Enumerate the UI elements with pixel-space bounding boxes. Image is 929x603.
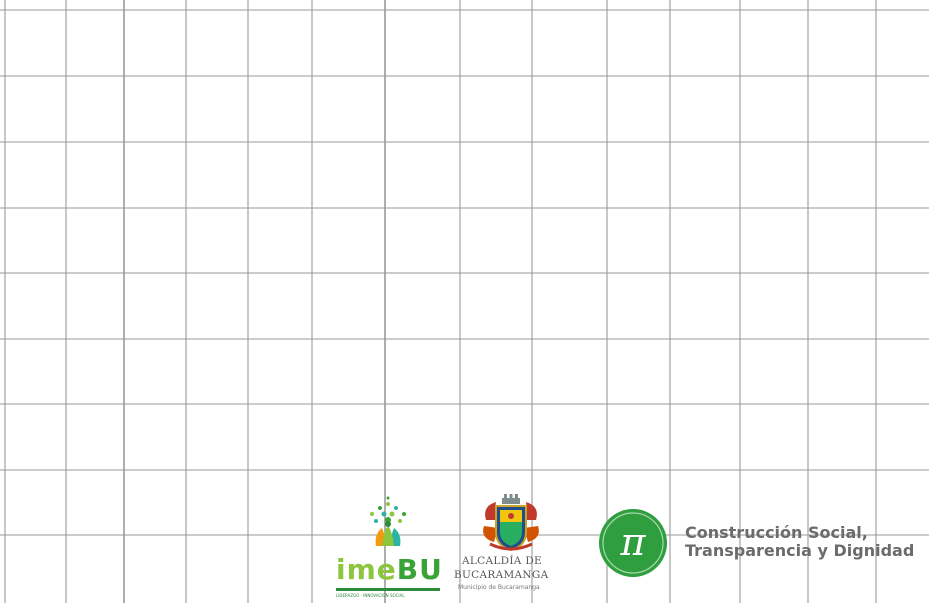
- imebu-logo: imeBU LIDERAZGO · INNOVACIÓN SOCIAL: [332, 494, 442, 600]
- alcaldia-line3: Municipio de Bucaramanga: [458, 584, 540, 591]
- footer-logos: imeBU LIDERAZGO · INNOVACIÓN SOCIAL ALC: [330, 490, 929, 603]
- imebu-word-part2: BU: [396, 553, 443, 586]
- imebu-word-part1: ime: [336, 553, 397, 586]
- imebu-wordmark: imeBU: [336, 556, 443, 584]
- tree-people-icon: [370, 496, 406, 546]
- pi-circle-icon: π: [599, 509, 667, 577]
- campaign-slogan: Construcción Social, Transparencia y Dig…: [685, 524, 914, 560]
- imebu-underline: [336, 588, 440, 591]
- alcaldia-line1: ALCALDÍA DE: [462, 555, 543, 567]
- pi-symbol: π: [620, 520, 647, 564]
- alcaldia-logo: ALCALDÍA DE BUCARAMANGA Municipio de Buc…: [452, 492, 572, 602]
- imebu-tagline: LIDERAZGO · INNOVACIÓN SOCIAL: [336, 593, 405, 598]
- alcaldia-line2: BUCARAMANGA: [454, 569, 549, 581]
- slogan-line1: Construcción Social,: [685, 523, 868, 542]
- coat-of-arms-icon: [483, 494, 539, 552]
- slogan-line2: Transparencia y Dignidad: [685, 541, 915, 560]
